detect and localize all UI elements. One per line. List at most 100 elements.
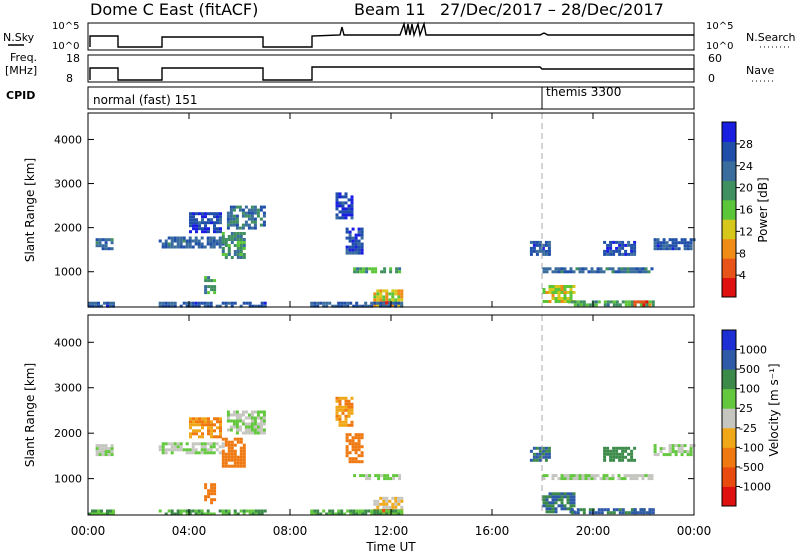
power-cell — [213, 224, 216, 228]
velocity-cell — [532, 446, 536, 450]
velocity-cell — [560, 498, 564, 502]
power-cell — [95, 244, 99, 248]
power-cell — [609, 243, 613, 247]
velocity-ytick-label: 4000 — [54, 336, 82, 349]
power-cell — [351, 245, 355, 249]
nsearch-label: N.Search — [746, 31, 796, 44]
velocity-cell — [104, 450, 108, 454]
power-cell — [182, 245, 186, 249]
power-cell — [606, 249, 610, 253]
velocity-cell — [618, 452, 622, 456]
velocity-cell — [112, 509, 115, 513]
power-cell — [219, 230, 222, 234]
power-cell — [345, 227, 349, 231]
velocity-cell — [544, 452, 548, 456]
power-cell — [218, 242, 222, 246]
velocity-cell — [341, 411, 345, 415]
power-cell — [188, 242, 192, 246]
velocity-cell — [368, 474, 372, 478]
freq-tick-max: 18 — [66, 52, 80, 65]
power-cell — [350, 198, 354, 202]
power-cell — [188, 236, 192, 240]
power-cell — [263, 301, 267, 305]
power-cell — [379, 289, 383, 293]
nsky-label: N.Sky — [3, 31, 35, 44]
power-colorbar-label: Power [dB] — [756, 177, 770, 242]
velocity-cell — [215, 448, 219, 452]
velocity-cell — [262, 410, 266, 414]
velocity-cell — [200, 509, 204, 513]
velocity-cell — [351, 460, 355, 464]
power-cell — [633, 246, 637, 250]
power-cell — [219, 218, 222, 222]
power-cell — [200, 236, 204, 240]
power-cell — [170, 245, 174, 249]
power-cell — [232, 208, 236, 212]
velocity-cell — [213, 486, 217, 490]
power-cell — [173, 236, 177, 240]
velocity-cell — [230, 449, 234, 453]
power-cell — [397, 295, 401, 299]
freq-tick-min: 8 — [66, 72, 73, 85]
power-cell — [200, 245, 204, 249]
power-cell — [221, 247, 225, 250]
power-cell — [656, 241, 660, 245]
power-cell — [665, 241, 669, 245]
power-cell — [341, 204, 345, 208]
power-cell — [201, 230, 204, 234]
power-cell — [627, 240, 631, 244]
velocity-cell — [357, 433, 361, 437]
velocity-cell — [236, 437, 240, 441]
power-cell — [633, 252, 637, 256]
velocity-cell — [106, 512, 109, 516]
velocity-cell — [554, 510, 558, 514]
power-data-cells — [88, 192, 696, 308]
velocity-cell — [348, 433, 352, 437]
velocity-cell — [226, 428, 230, 432]
power-cell — [624, 252, 628, 256]
power-cell — [226, 217, 230, 221]
velocity-cell — [529, 449, 533, 453]
velocity-cell — [600, 508, 604, 512]
velocity-cell — [194, 509, 198, 513]
velocity-cell — [651, 511, 655, 515]
velocity-cell — [554, 492, 558, 496]
velocity-cell — [395, 474, 399, 478]
power-cell — [354, 236, 358, 240]
power-cell — [204, 288, 208, 292]
velocity-cell — [164, 512, 168, 516]
power-cell — [596, 267, 600, 271]
velocity-cell — [207, 429, 210, 433]
power-cell — [545, 270, 549, 274]
velocity-cell — [542, 504, 546, 508]
velocity-cell — [197, 512, 201, 516]
velocity-cell — [689, 447, 693, 451]
power-cell — [204, 230, 207, 234]
velocity-cell — [572, 492, 576, 496]
power-cell — [382, 301, 386, 305]
power-cell — [645, 303, 649, 307]
power-cell — [582, 300, 586, 304]
power-cell — [250, 208, 254, 212]
power-cell — [603, 240, 607, 244]
velocity-cell — [554, 498, 558, 502]
power-cell — [257, 304, 261, 308]
power-cell — [235, 217, 239, 221]
power-cell — [248, 301, 252, 305]
power-cell — [341, 213, 345, 217]
power-cell — [88, 301, 91, 305]
power-cell — [340, 301, 344, 305]
velocity-cell — [250, 431, 254, 435]
velocity-cell — [191, 509, 195, 513]
power-cell — [548, 300, 552, 303]
power-cell — [541, 252, 545, 256]
velocity-cell — [201, 423, 204, 427]
velocity-cell — [347, 402, 351, 406]
power-cell — [606, 243, 610, 247]
power-colorbar-swatch — [722, 199, 736, 220]
power-cell — [221, 253, 225, 256]
velocity-cell — [611, 474, 615, 478]
velocity-cell — [236, 455, 240, 459]
velocity-cell — [618, 511, 622, 515]
power-cell — [569, 297, 573, 300]
